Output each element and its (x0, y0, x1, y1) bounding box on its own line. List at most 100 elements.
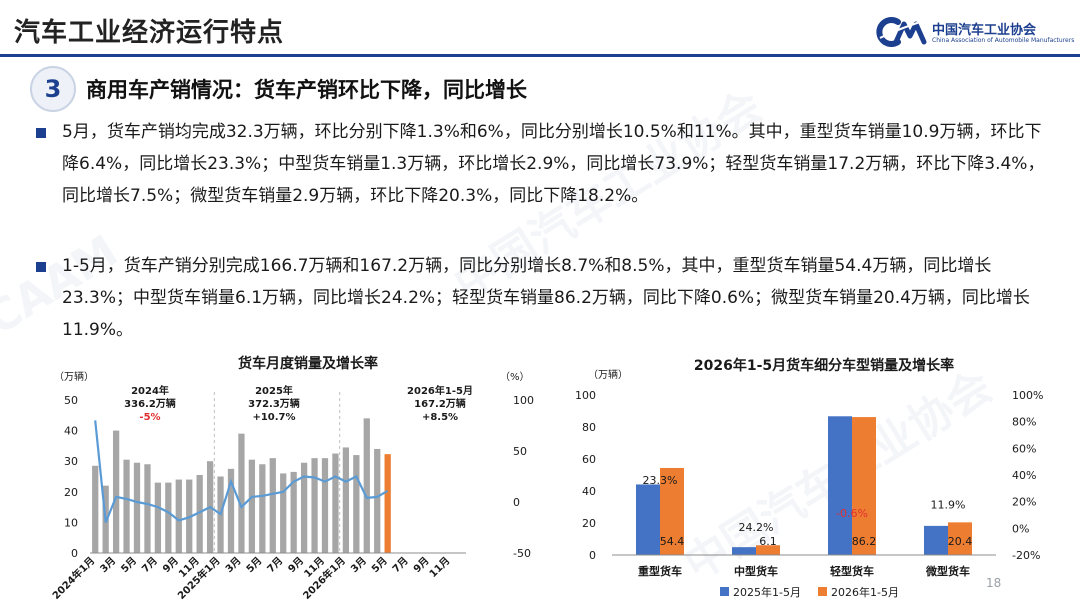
bar-2026 (948, 522, 972, 555)
annotation-year: 2026年1-5月 (407, 384, 473, 397)
bar-2026 (660, 467, 684, 555)
bar-2025 (828, 416, 852, 555)
growth-rate-line (94, 420, 389, 523)
x-tick-label: 2024年1月 (50, 554, 97, 602)
bar (363, 418, 370, 553)
y-tick-label: 100 (575, 389, 596, 402)
section-title: 商用车产销情况：货车产销环比下降，同比增长 (86, 78, 527, 102)
x-tick-label: 7月 (140, 555, 160, 575)
y-tick-label: 40 (582, 485, 596, 498)
annotation-growth: -5% (139, 412, 160, 423)
x-tick-label: 轻型货车 (830, 564, 874, 578)
y2-tick-label: -20% (1012, 549, 1040, 562)
y2-tick-label: 0 (513, 496, 520, 509)
bar (144, 464, 151, 553)
y-tick-label: 40 (64, 425, 78, 438)
y-tick-label: 20 (64, 486, 78, 499)
x-tick-label: 微型货车 (925, 564, 970, 578)
data-label: 86.2 (852, 535, 877, 548)
bar (300, 462, 308, 553)
bar (196, 474, 203, 553)
annotation-growth: +8.5% (422, 412, 458, 423)
segment-sales-chart: 2026年1-5月货车细分车型销量及增长率 （万辆） 0 20 40 60 80 100 -20… (575, 357, 1043, 599)
bar (175, 479, 182, 553)
bar (133, 462, 141, 553)
page-title: 汽车工业经济运行特点 (14, 18, 285, 48)
growth-label: 24.2% (739, 521, 774, 534)
x-tick-label: 中型货车 (734, 564, 778, 578)
x-tick-label: 重型货车 (638, 564, 682, 578)
page-number: 18 (986, 576, 1002, 590)
bar (332, 453, 339, 553)
bar (248, 459, 256, 553)
legend-swatch (720, 587, 729, 596)
bullet-item: 5月，货车产销均完成32.3万辆，环比分别下降1.3%和6%，同比分别增长10.… (36, 116, 1046, 212)
data-label: 20.4 (948, 535, 973, 548)
bar (165, 482, 172, 553)
y2-axis-unit-label: （%） (500, 371, 530, 383)
legend-swatch (818, 587, 827, 596)
x-tick-label: 7月 (390, 555, 410, 575)
bullet-square-icon (36, 128, 46, 138)
y2-tick-label: 100% (1012, 389, 1043, 402)
y-tick-label: 0 (589, 549, 596, 562)
y2-tick-label: 100 (513, 394, 534, 407)
growth-label: 23.3% (643, 474, 678, 487)
bar-2026 (852, 417, 876, 555)
header-divider (0, 54, 1080, 57)
bar (353, 455, 360, 553)
y-axis-unit-label: （万辆） (588, 368, 628, 381)
annotation-growth: +10.7% (252, 412, 295, 423)
bullet-text: 5月，货车产销均完成32.3万辆，环比分别下降1.3%和6%，同比分别增长10.… (62, 122, 1045, 206)
y2-tick-label: 0% (1012, 522, 1029, 535)
y2-tick-label: 20% (1012, 496, 1036, 509)
annotation-total: 336.2万辆 (124, 397, 176, 410)
bar (259, 464, 266, 553)
bar (227, 468, 235, 553)
x-tick-label: 5月 (119, 555, 139, 575)
bar (311, 458, 318, 553)
bar (280, 473, 287, 553)
bar (112, 430, 120, 553)
data-label: 6.1 (759, 535, 777, 548)
bar (374, 448, 381, 553)
bar (290, 471, 297, 553)
x-tick-label: 3月 (98, 555, 118, 575)
bar-2025 (732, 547, 756, 555)
bar (342, 447, 350, 553)
y-tick-label: 30 (64, 455, 78, 468)
x-tick-label: 11月 (427, 555, 452, 580)
bar (123, 459, 130, 553)
growth-label: 11.9% (931, 498, 966, 511)
logo-name: 中国汽车工业协会 (932, 23, 1037, 38)
y2-tick-label: 80% (1012, 416, 1036, 429)
data-label: 54.4 (660, 535, 685, 548)
y-tick-label: 50 (64, 394, 78, 407)
y-tick-label: 60 (582, 453, 596, 466)
y2-tick-label: 50 (513, 445, 527, 458)
bar (384, 454, 391, 553)
y-tick-label: 80 (582, 421, 596, 434)
bar (92, 465, 99, 553)
bar (269, 458, 276, 553)
x-tick-label: 7月 (265, 555, 285, 575)
y-tick-label: 10 (64, 516, 78, 529)
legend-label: 2025年1-5月 (733, 585, 801, 599)
caam-logo: 中国汽车工业协会 China Association of Automobile… (876, 16, 1075, 52)
bullet-text: 1-5月，货车产销分别完成166.7万辆和167.2万辆，同比分别增长8.7%和… (62, 256, 1030, 340)
annotation-total: 167.2万辆 (414, 397, 466, 410)
bar (238, 433, 245, 553)
x-tick-label: 5月 (244, 555, 264, 575)
growth-label: -0.6% (836, 507, 868, 520)
y-axis-unit-label: （万辆） (54, 370, 94, 383)
bar-2025 (924, 525, 948, 555)
bar-2026 (756, 545, 780, 555)
bar (154, 482, 162, 553)
legend-label: 2026年1-5月 (831, 585, 899, 599)
monthly-sales-chart: 货车月度销量及增长率 （万辆） （%） 0 10 20 30 40 50 -50 0 50 100 202… (50, 355, 534, 602)
bar-2025 (636, 484, 660, 555)
x-tick-label: 5月 (369, 555, 389, 575)
bullet-square-icon (36, 262, 46, 272)
x-tick-label: 3月 (223, 555, 243, 575)
logo-english-name: China Association of Automobile Manufact… (932, 37, 1075, 44)
